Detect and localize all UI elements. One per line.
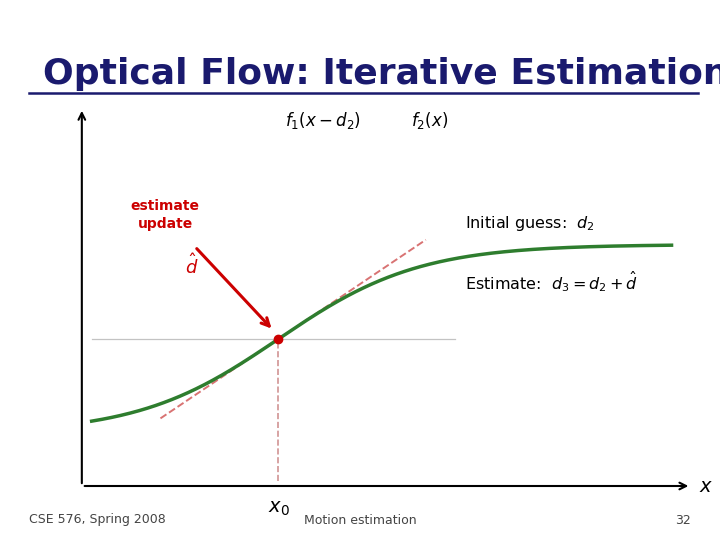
Text: Motion estimation: Motion estimation: [304, 514, 416, 526]
Text: $x_0$: $x_0$: [268, 498, 289, 518]
Text: Optical Flow: Iterative Estimation: Optical Flow: Iterative Estimation: [43, 57, 720, 91]
Text: Estimate:  $d_3 = d_2 + \hat{d}$: Estimate: $d_3 = d_2 + \hat{d}$: [465, 269, 639, 294]
Text: estimate
update: estimate update: [131, 199, 200, 231]
Text: Initial guess:  $d_2$: Initial guess: $d_2$: [465, 214, 595, 233]
Text: $x$: $x$: [699, 476, 714, 496]
Text: CSE 576, Spring 2008: CSE 576, Spring 2008: [29, 514, 166, 526]
Text: $f_1(x-d_2)$: $f_1(x-d_2)$: [284, 110, 361, 131]
Text: 32: 32: [675, 514, 691, 526]
Text: $\hat{d}$: $\hat{d}$: [185, 253, 199, 278]
Text: $f_2(x)$: $f_2(x)$: [411, 110, 449, 131]
